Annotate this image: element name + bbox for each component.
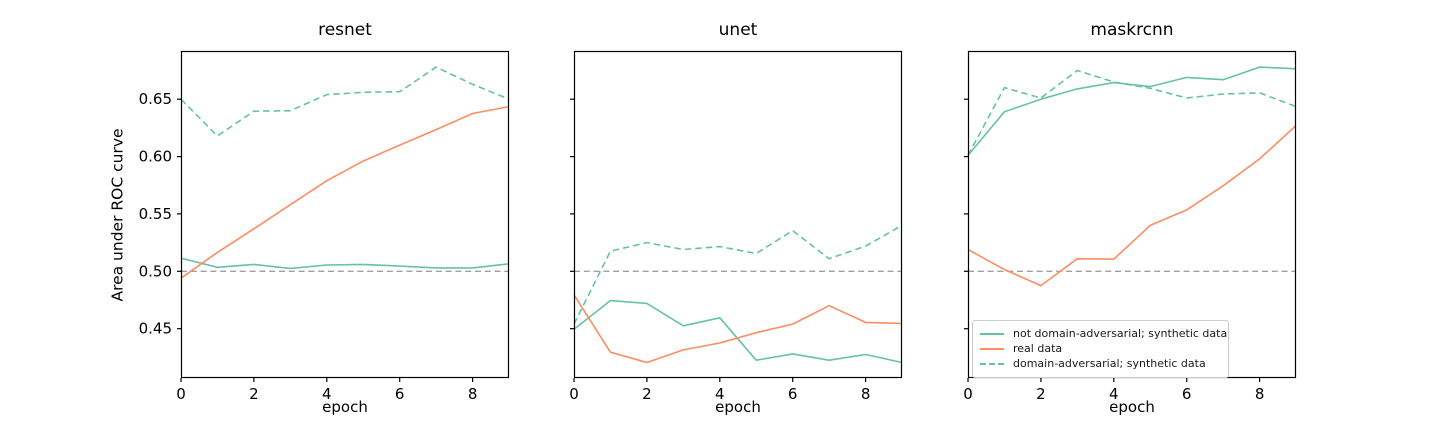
- series-real-line: [573, 294, 903, 364]
- series-adversarial-line: [573, 224, 903, 325]
- y-tick-label: 0.60: [139, 148, 172, 166]
- legend-entry-synthetic: not domain-adversarial; synthetic data: [980, 326, 1227, 341]
- x-tick-label: 8: [468, 385, 478, 403]
- legend: not domain-adversarial; synthetic data r…: [972, 320, 1229, 378]
- series-real-line: [967, 125, 1297, 287]
- series-synthetic-line: [967, 66, 1297, 156]
- x-axis-label-maskrcnn: epoch: [1109, 398, 1155, 416]
- subplot-resnet-title: resnet: [318, 20, 372, 40]
- legend-label-synthetic: not domain-adversarial; synthetic data: [1013, 327, 1228, 340]
- subplot-resnet: resnet 0.45 0.50 0.55 0.60 0.65 0 2 4 6 8 epoch: [139, 20, 510, 416]
- y-tick-label: 0.50: [139, 262, 172, 280]
- legend-line-solid-teal-icon: [980, 332, 1004, 335]
- series-real-line: [180, 105, 510, 279]
- legend-entry-adversarial: domain-adversarial; synthetic data: [980, 356, 1221, 371]
- x-tick-label: 2: [249, 385, 259, 403]
- subplot-unet-title: unet: [718, 20, 758, 40]
- y-tick-label: 0.65: [139, 90, 172, 108]
- y-tick-label: 0.55: [139, 205, 172, 223]
- x-tick-label: 0: [176, 385, 186, 403]
- legend-label-adversarial: domain-adversarial; synthetic data: [1013, 357, 1206, 370]
- x-tick-label: 4: [322, 385, 332, 403]
- plot-border: [573, 50, 903, 379]
- series-synthetic-line: [573, 299, 903, 364]
- plot-border: [180, 50, 510, 379]
- x-tick-label: 6: [788, 385, 798, 403]
- series-adversarial-line: [967, 69, 1297, 156]
- x-tick-label: 0: [963, 385, 973, 403]
- x-tick-label: 8: [1255, 385, 1265, 403]
- y-axis-label: Area under ROC curve: [109, 127, 128, 302]
- series-synthetic-line: [180, 257, 510, 270]
- subplot-maskrcnn-title: maskrcnn: [1090, 20, 1174, 40]
- unet-plot-area: 0 2 4 6 8: [569, 50, 903, 403]
- resnet-plot-area: 0.45 0.50 0.55 0.60 0.65 0 2 4 6 8: [139, 50, 510, 403]
- x-tick-label: 0: [569, 385, 579, 403]
- subplot-maskrcnn: maskrcnn 0 2 4 6 8 epoch not domain-adversar…: [963, 20, 1297, 416]
- x-tick-label: 2: [1036, 385, 1046, 403]
- x-tick-label: 4: [1109, 385, 1119, 403]
- x-tick-label: 2: [642, 385, 652, 403]
- x-axis-label-unet: epoch: [715, 398, 761, 416]
- x-axis-label-resnet: epoch: [322, 398, 368, 416]
- y-axis-label-container: Area under ROC curve: [104, 51, 132, 378]
- y-tick-label: 0.45: [139, 320, 172, 338]
- legend-line-dashed-teal-icon: [980, 362, 1004, 365]
- subplot-unet: unet 0 2 4 6 8 epoch: [569, 20, 903, 416]
- legend-label-real: real data: [1013, 342, 1063, 355]
- maskrcnn-plot-area: 0 2 4 6 8: [963, 50, 1297, 403]
- x-tick-label: 6: [1182, 385, 1192, 403]
- x-tick-label: 4: [715, 385, 725, 403]
- x-tick-label: 6: [395, 385, 405, 403]
- legend-line-solid-orange-icon: [980, 347, 1004, 350]
- series-adversarial-line: [180, 66, 510, 137]
- legend-entry-real: real data: [980, 341, 1221, 356]
- x-tick-label: 8: [861, 385, 871, 403]
